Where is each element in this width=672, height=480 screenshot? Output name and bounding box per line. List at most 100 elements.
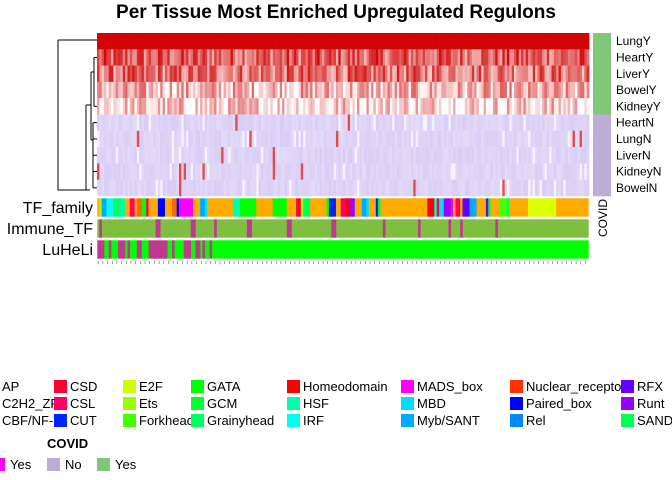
heatmap-cell (136, 179, 140, 197)
tf-family-cell (408, 198, 419, 217)
heatmap-cell (244, 49, 248, 66)
heatmap-cell (408, 114, 412, 131)
heatmap-cell (263, 81, 267, 99)
heatmap-cell (371, 81, 374, 99)
heatmap-cell (146, 179, 149, 197)
heatmap-cell (410, 114, 414, 131)
heatmap-cell (350, 81, 353, 99)
heatmap-cell (514, 65, 517, 83)
heatmap-cell (197, 98, 201, 115)
tf-family-cell (335, 198, 339, 217)
heatmap-cell (352, 65, 356, 83)
heatmap-cell (293, 33, 297, 50)
heatmap-cell (490, 130, 494, 148)
heatmap-cell (499, 179, 503, 197)
heatmap-cell (279, 65, 283, 83)
heatmap-cell (558, 130, 562, 148)
heatmap-cell (420, 179, 424, 197)
heatmap-cell (373, 163, 377, 180)
heatmap-cell (160, 81, 163, 99)
heatmap-cell (525, 65, 529, 83)
heatmap-cell (108, 130, 112, 148)
heatmap-cell (338, 147, 342, 164)
heatmap-cell (115, 98, 119, 115)
heatmap-cell (115, 49, 119, 66)
heatmap-cell (265, 114, 269, 131)
heatmap-cell (574, 65, 578, 83)
heatmap-cell (478, 33, 482, 50)
heatmap-cell (507, 163, 510, 180)
heatmap-cell (436, 179, 440, 197)
heatmap-cell (551, 81, 555, 99)
heatmap-cell (143, 114, 147, 131)
heatmap-cell (469, 163, 473, 180)
heatmap-cell (181, 114, 185, 131)
heatmap-cell (113, 81, 117, 99)
heatmap-cell (176, 81, 180, 99)
heatmap-cell (417, 49, 421, 66)
heatmap-cell (174, 163, 178, 180)
heatmap-cell (197, 114, 201, 131)
legend-label: Ets (139, 396, 158, 411)
heatmap-cell (504, 81, 508, 99)
heatmap-cell (446, 49, 449, 66)
heatmap-cell (380, 98, 384, 115)
heatmap-cell (120, 130, 124, 148)
heatmap-cell (368, 147, 372, 164)
heatmap-cell (537, 179, 541, 197)
heatmap-cell (371, 179, 374, 197)
heatmap-cell (560, 81, 564, 99)
heatmap-cell (162, 65, 166, 83)
heatmap-cell (97, 114, 100, 131)
heatmap-cell (118, 65, 121, 83)
heatmap-cell (537, 98, 541, 115)
heatmap-cell (108, 33, 112, 50)
heatmap-cell (261, 33, 264, 50)
heatmap-cell (511, 179, 515, 197)
heatmap-cell (525, 98, 529, 115)
heatmap-cell (104, 114, 107, 131)
heatmap-cell (104, 49, 107, 66)
heatmap-cell (497, 33, 501, 50)
heatmap-cell (464, 147, 468, 164)
heatmap-cell (249, 163, 253, 180)
heatmap-cell (310, 114, 313, 131)
heatmap-cell (284, 98, 288, 115)
heatmap-cell (275, 130, 278, 148)
heatmap-cell (305, 49, 309, 66)
heatmap-cell (237, 163, 241, 180)
heatmap-cell (134, 130, 138, 148)
heatmap-cell (364, 33, 367, 50)
heatmap-cell (277, 98, 281, 115)
heatmap-cell (359, 163, 363, 180)
heatmap-cell (556, 49, 559, 66)
heatmap-cell (443, 33, 447, 50)
heatmap-cell (118, 179, 121, 197)
heatmap-cell (490, 65, 494, 83)
heatmap-cell (279, 147, 283, 164)
heatmap-cell (514, 81, 517, 99)
heatmap-cell (321, 147, 325, 164)
heatmap-cell (567, 33, 571, 50)
heatmap-cell (305, 65, 309, 83)
heatmap-cell (581, 147, 585, 164)
heatmap-cell (373, 179, 377, 197)
heatmap-cell (420, 33, 424, 50)
heatmap-cell (478, 65, 482, 83)
heatmap-cell (586, 163, 590, 180)
legend-label: SAND (637, 413, 672, 428)
tf-family-cell (328, 198, 337, 217)
legend-label: CUT (70, 413, 97, 428)
heatmap-cell (464, 114, 468, 131)
heatmap-cell (216, 49, 220, 66)
heatmap-cell (490, 114, 494, 131)
heatmap-cell (567, 81, 571, 99)
heatmap-cell (268, 179, 271, 197)
heatmap-cell (586, 65, 590, 83)
heatmap-cell (298, 163, 302, 180)
heatmap-cell (415, 130, 419, 148)
heatmap-cell (577, 33, 581, 50)
immune-tf-cell (289, 219, 292, 238)
covid-cell (593, 81, 611, 99)
heatmap-cell (417, 81, 421, 99)
